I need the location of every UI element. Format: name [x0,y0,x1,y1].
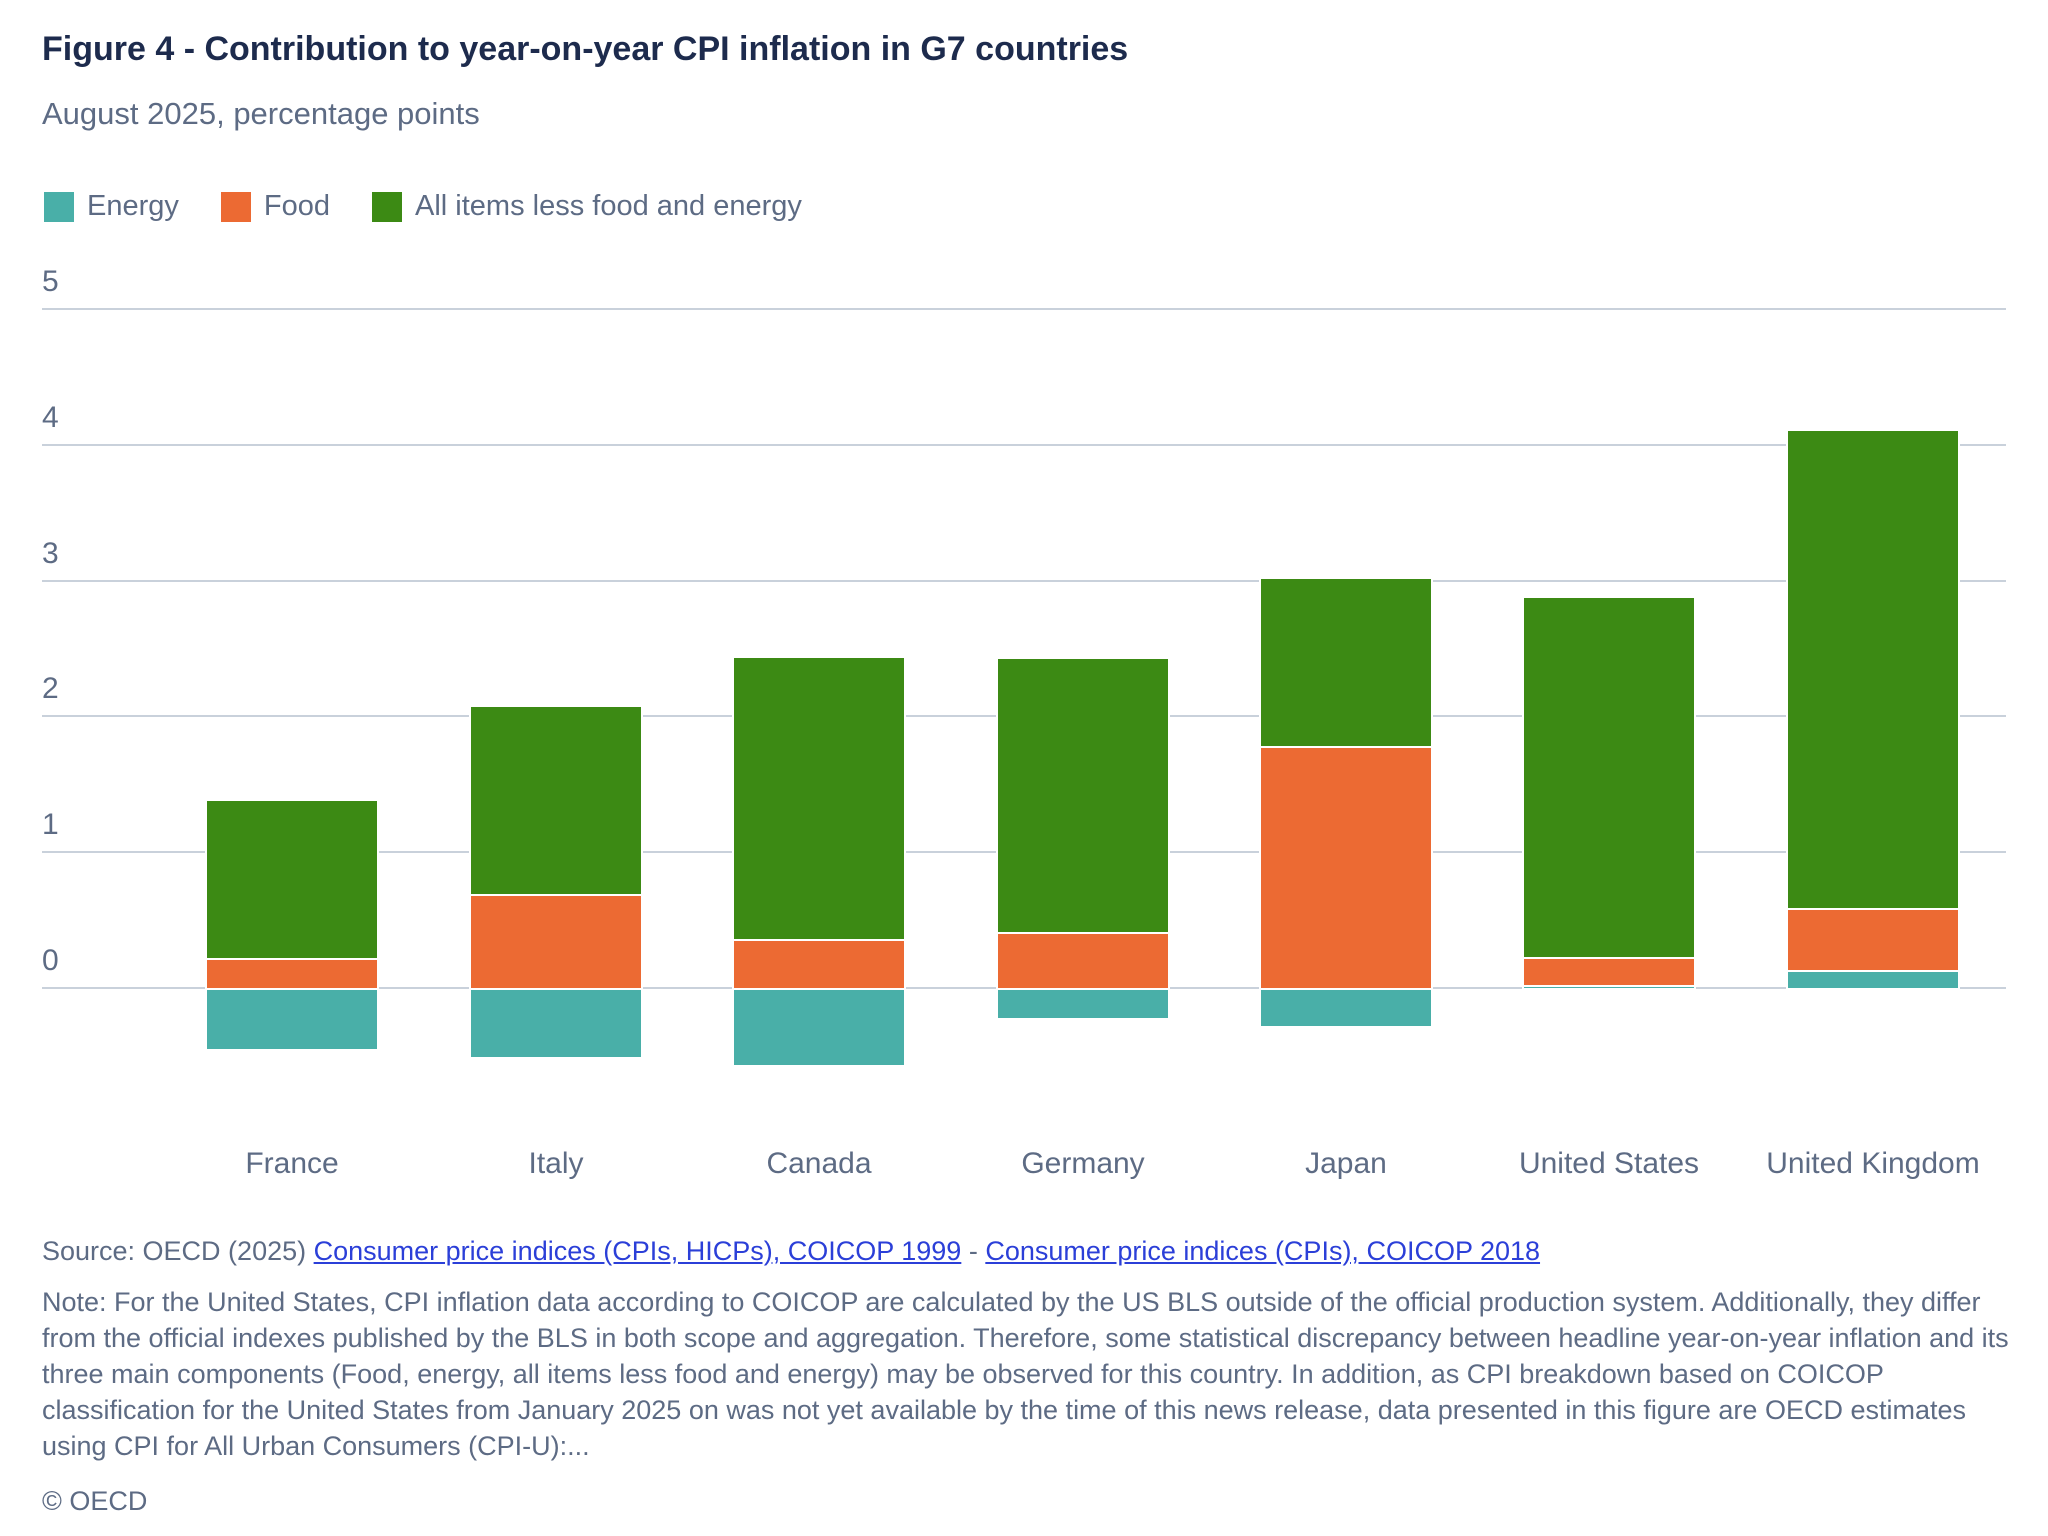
y-tick-5: 5 [42,265,59,298]
y-tick-2: 2 [42,672,59,705]
source-prefix: Source: OECD (2025) [42,1236,314,1266]
bar-segment-japan-energy[interactable] [1261,988,1431,1026]
source-link-coicop-1999[interactable]: Consumer price indices (CPIs, HICPs), CO… [313,1236,962,1266]
bar-segment-united-kingdom-all-items-less-food-and-energy[interactable] [1788,431,1958,908]
legend-label-food: Food [263,190,330,222]
y-tick-0: 0 [42,944,59,977]
bar-segment-japan-all-items-less-food-and-energy[interactable] [1261,579,1431,747]
bar-segment-italy-energy[interactable] [471,988,641,1058]
legend-label-energy: Energy [87,190,179,222]
bar-segment-germany-energy[interactable] [998,988,1168,1018]
gridline-4 [42,444,2006,446]
source-separator: - [961,1236,986,1266]
y-tick-1: 1 [42,808,59,841]
x-axis-label-united-kingdom: United Kingdom [1766,1147,1980,1180]
legend-swatch-all-items-less-food-and-energy [372,191,402,222]
legend-item-food[interactable]: Food [220,190,330,223]
legend-swatch-food [220,191,251,222]
bar-segment-germany-food[interactable] [998,932,1168,988]
bar-segment-italy-all-items-less-food-and-energy[interactable] [471,706,641,895]
gridline-3 [42,580,2006,582]
bar-segment-canada-food[interactable] [734,939,904,988]
x-axis-label-united-states: United States [1518,1147,1700,1180]
bar-segment-united-states-food[interactable] [1524,956,1694,986]
bar-segment-france-energy[interactable] [207,988,377,1050]
legend-label-all-items-less-food-and-energy: All items less food and energy [415,190,802,222]
bar-segment-germany-all-items-less-food-and-energy[interactable] [998,659,1168,933]
bar-segment-france-all-items-less-food-and-energy[interactable] [207,800,377,959]
note-text: Note: For the United States, CPI inflati… [42,1287,2009,1461]
bar-segment-united-kingdom-food[interactable] [1788,907,1958,971]
gridline-5 [42,308,2006,310]
figure-title: Figure 4 - Contribution to year-on-year … [42,30,1129,68]
bar-segment-italy-food[interactable] [471,894,641,988]
legend-item-energy[interactable]: Energy [44,190,179,223]
bar-segment-canada-energy[interactable] [734,988,904,1066]
legend-item-all-items-less-food-and-energy[interactable]: All items less food and energy [372,190,802,223]
x-axis-label-canada: Canada [766,1147,872,1180]
y-tick-3: 3 [42,537,59,570]
y-tick-4: 4 [42,401,59,434]
x-axis-label-japan: Japan [1305,1147,1387,1180]
source-link-coicop-2018[interactable]: Consumer price indices (CPIs), COICOP 20… [985,1236,1541,1266]
legend: Energy Food All items less food and energy [44,190,802,223]
x-axis-label-france: France [245,1147,339,1180]
bar-segment-united-states-energy[interactable] [1524,985,1694,988]
x-axis-label-italy: Italy [528,1147,584,1180]
bar-segment-france-food[interactable] [207,958,377,988]
source-line: Source: OECD (2025) Consumer price indic… [42,1236,1540,1267]
x-axis-label-germany: Germany [1021,1147,1145,1180]
bar-segment-united-kingdom-energy[interactable] [1788,970,1958,988]
bar-segment-united-states-all-items-less-food-and-energy[interactable] [1524,598,1694,957]
copyright-text: © OECD [42,1486,148,1516]
legend-swatch-energy [44,191,74,222]
bar-segment-japan-food[interactable] [1261,746,1431,988]
bar-segment-canada-all-items-less-food-and-energy[interactable] [734,658,904,940]
figure-subtitle: August 2025, percentage points [42,96,480,131]
